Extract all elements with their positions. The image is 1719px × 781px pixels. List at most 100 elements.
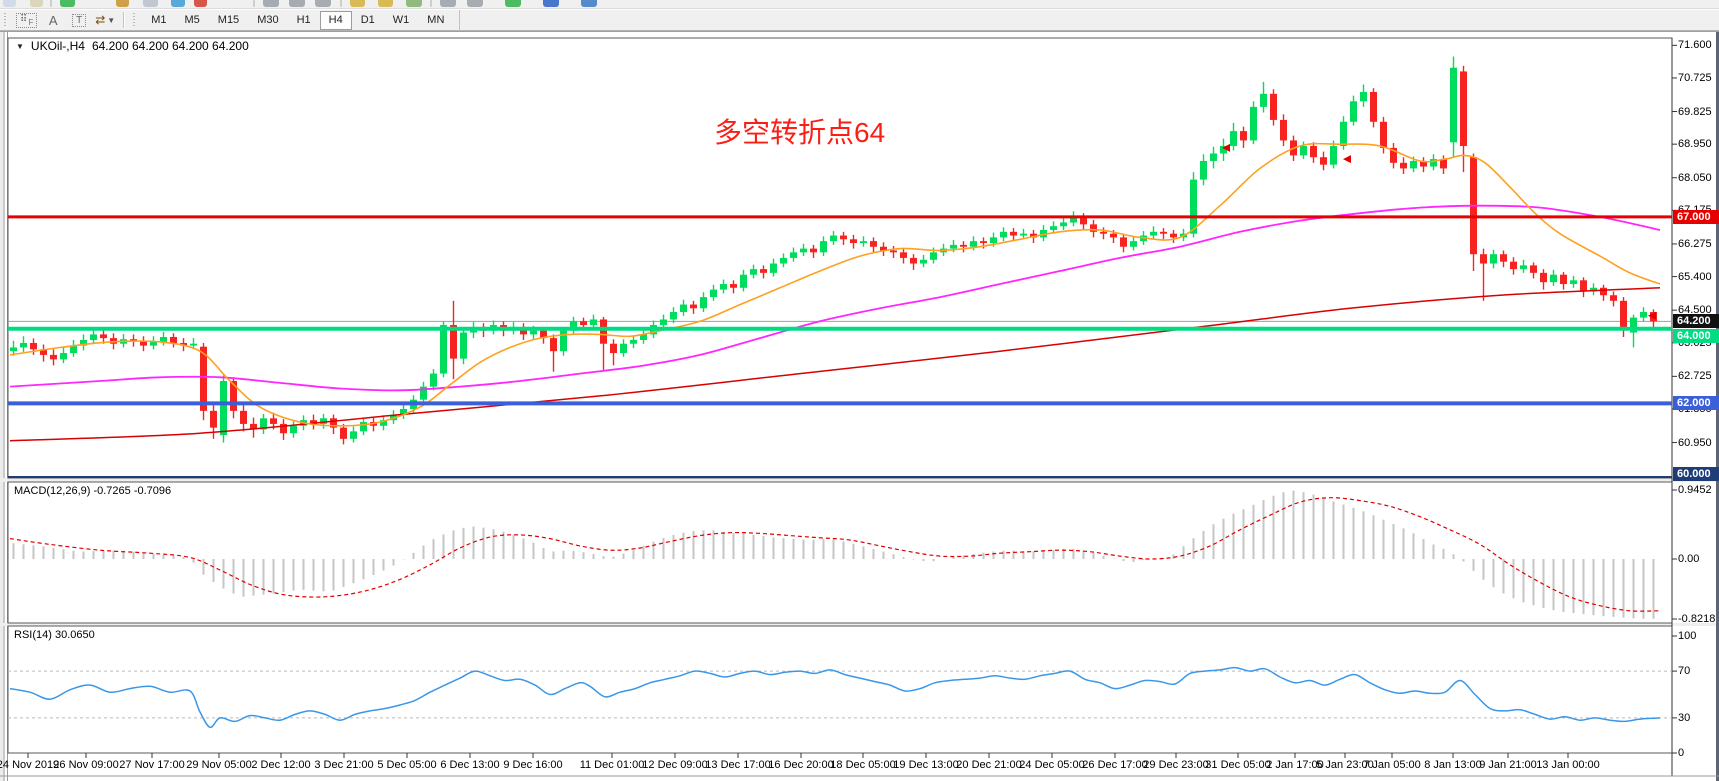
font-tool-button[interactable]: A bbox=[42, 11, 64, 29]
time-axis-label: 13 Dec 17:00 bbox=[705, 759, 771, 771]
current-price-badge: 64.200 bbox=[1673, 314, 1719, 329]
calendar-icon[interactable] bbox=[581, 0, 597, 7]
time-axis-label: 11 Dec 01:00 bbox=[579, 759, 645, 771]
price-axis-label: 64.500 bbox=[1678, 304, 1712, 317]
macd-axis-label: 0.00 bbox=[1678, 553, 1700, 565]
rsi-axis-label: 70 bbox=[1678, 665, 1691, 678]
rsi-axis-label: 30 bbox=[1678, 711, 1691, 724]
add-indicator-icon[interactable] bbox=[505, 0, 521, 7]
tf-button-MN[interactable]: MN bbox=[418, 11, 453, 30]
chart-window[interactable]: ▼ UKOil-,H4 64.200 64.200 64.200 64.200 … bbox=[0, 31, 1719, 781]
arrows-tool-button[interactable]: ⇄ ▼ bbox=[94, 11, 116, 29]
rsi-label: RSI(14) 30.0650 bbox=[14, 629, 95, 641]
grid-cursor-icon: ⠿F bbox=[16, 12, 38, 28]
time-axis-label: 29 Dec 23:00 bbox=[1143, 759, 1209, 771]
level-badge: 67.000 bbox=[1673, 209, 1719, 224]
time-axis-label: 19 Dec 13:00 bbox=[893, 759, 959, 771]
preview-icon[interactable] bbox=[171, 0, 185, 7]
toolbar-line-studies: ⠿F A T ⇄ ▼ M1 M5 M15 M30 H1 H4 D1 W1 MN bbox=[0, 9, 1719, 31]
time-axis-label: 31 Dec 05:00 bbox=[1205, 759, 1271, 771]
text-t-icon: T bbox=[72, 13, 87, 27]
objects-icon[interactable] bbox=[406, 0, 422, 7]
time-axis-label: 2 Dec 12:00 bbox=[251, 759, 311, 771]
hline-icon[interactable] bbox=[315, 0, 331, 7]
price-axis-label: 68.950 bbox=[1678, 138, 1712, 151]
level-badge: 62.000 bbox=[1673, 396, 1719, 411]
level-badge: 64.000 bbox=[1673, 328, 1719, 343]
time-axis-label: 2 Jan 17:00 bbox=[1266, 759, 1324, 771]
crosshair-icon[interactable] bbox=[289, 0, 305, 7]
tf-button-M15[interactable]: M15 bbox=[209, 11, 248, 30]
rsi-axis-label: 0 bbox=[1678, 747, 1685, 759]
symbol-timeframe-label: UKOil-,H4 bbox=[30, 39, 85, 53]
arrows-icon: ⇄ bbox=[95, 13, 106, 27]
tf-button-M30[interactable]: M30 bbox=[248, 11, 287, 30]
tf-button-W1[interactable]: W1 bbox=[384, 11, 419, 30]
tf-button-H4[interactable]: H4 bbox=[319, 10, 352, 30]
tf-button-M1[interactable]: M1 bbox=[142, 11, 175, 30]
time-axis-label: 26 Dec 17:00 bbox=[1082, 759, 1148, 771]
stop-icon[interactable] bbox=[194, 0, 207, 7]
chart-title: ▼ UKOil-,H4 64.200 64.200 64.200 64.200 bbox=[16, 39, 249, 53]
tf-button-H1[interactable]: H1 bbox=[288, 11, 320, 30]
timeframe-bar: M1 M5 M15 M30 H1 H4 D1 W1 MN bbox=[142, 9, 461, 31]
chart-canvas[interactable] bbox=[0, 32, 1719, 781]
time-axis-label: 9 Dec 16:00 bbox=[503, 759, 563, 771]
toolbar-standard bbox=[0, 0, 1719, 9]
separator bbox=[340, 0, 342, 7]
time-axis-label: 24 Nov 2019 bbox=[0, 759, 60, 771]
price-axis-label: 71.600 bbox=[1678, 39, 1712, 52]
price-axis-label: 66.275 bbox=[1678, 237, 1712, 250]
time-axis-label: 26 Nov 09:00 bbox=[53, 759, 119, 771]
time-axis-label: 7 Jan 05:00 bbox=[1363, 759, 1421, 771]
tile-icon[interactable] bbox=[467, 0, 483, 7]
separator bbox=[253, 0, 255, 7]
new-chart-icon[interactable] bbox=[3, 0, 16, 7]
macd-axis-label: 0.9452 bbox=[1678, 484, 1712, 496]
time-axis-label: 5 Dec 05:00 bbox=[377, 759, 437, 771]
time-axis-label: 5 Jan 23:00 bbox=[1316, 759, 1374, 771]
chevron-down-icon: ▼ bbox=[107, 15, 116, 25]
diamond-icon[interactable] bbox=[116, 0, 129, 7]
rsi-axis-label: 100 bbox=[1678, 630, 1697, 642]
ohlc-values: 64.200 64.200 64.200 64.200 bbox=[91, 39, 249, 53]
separator bbox=[430, 0, 432, 7]
macd-label: MACD(12,26,9) -0.7265 -0.7096 bbox=[14, 485, 172, 497]
chart-annotation-text[interactable]: 多空转折点64 bbox=[714, 117, 886, 148]
cursor-icon[interactable] bbox=[263, 0, 279, 7]
price-axis-label: 68.050 bbox=[1678, 171, 1712, 184]
time-axis-label: 24 Dec 05:00 bbox=[1019, 759, 1085, 771]
level-badge: 60.000 bbox=[1673, 467, 1719, 481]
time-axis-label: 8 Jan 13:00 bbox=[1424, 759, 1482, 771]
time-axis-label: 3 Dec 21:00 bbox=[314, 759, 374, 771]
time-axis-label: 18 Dec 05:00 bbox=[830, 759, 896, 771]
tf-button-D1[interactable]: D1 bbox=[352, 11, 384, 30]
toolbar-drag-handle[interactable] bbox=[4, 12, 9, 28]
brush-icon[interactable] bbox=[378, 0, 393, 7]
collapse-triangle-icon[interactable]: ▼ bbox=[16, 41, 24, 51]
price-axis-label: 60.950 bbox=[1678, 436, 1712, 449]
refresh-icon[interactable] bbox=[543, 0, 559, 7]
time-axis-label: 16 Dec 20:00 bbox=[768, 759, 834, 771]
time-axis-label: 6 Dec 13:00 bbox=[440, 759, 500, 771]
text-tool-button[interactable]: T bbox=[68, 11, 90, 29]
price-axis-label: 62.725 bbox=[1678, 370, 1712, 383]
add-chart-icon[interactable] bbox=[60, 0, 75, 7]
cursor-mode-button[interactable]: ⠿F bbox=[15, 11, 38, 29]
time-axis-label: 13 Jan 00:00 bbox=[1536, 759, 1600, 771]
macd-axis-label: -0.8218 bbox=[1678, 612, 1716, 625]
time-axis-label: 9 Jan 21:00 bbox=[1479, 759, 1537, 771]
price-axis-label: 69.825 bbox=[1678, 105, 1712, 118]
time-axis-label: 20 Dec 21:00 bbox=[956, 759, 1022, 771]
time-axis-label: 27 Nov 17:00 bbox=[119, 759, 185, 771]
price-axis-label: 65.400 bbox=[1678, 270, 1712, 283]
print-icon[interactable] bbox=[143, 0, 158, 7]
arrange-icon[interactable] bbox=[440, 0, 456, 7]
zoom-icon[interactable] bbox=[30, 0, 43, 7]
separator bbox=[50, 0, 52, 7]
toolbar-drag-handle[interactable] bbox=[133, 12, 139, 28]
toolbar-separator bbox=[123, 12, 125, 28]
tf-button-M5[interactable]: M5 bbox=[176, 11, 209, 30]
pencil-icon[interactable] bbox=[350, 0, 365, 7]
